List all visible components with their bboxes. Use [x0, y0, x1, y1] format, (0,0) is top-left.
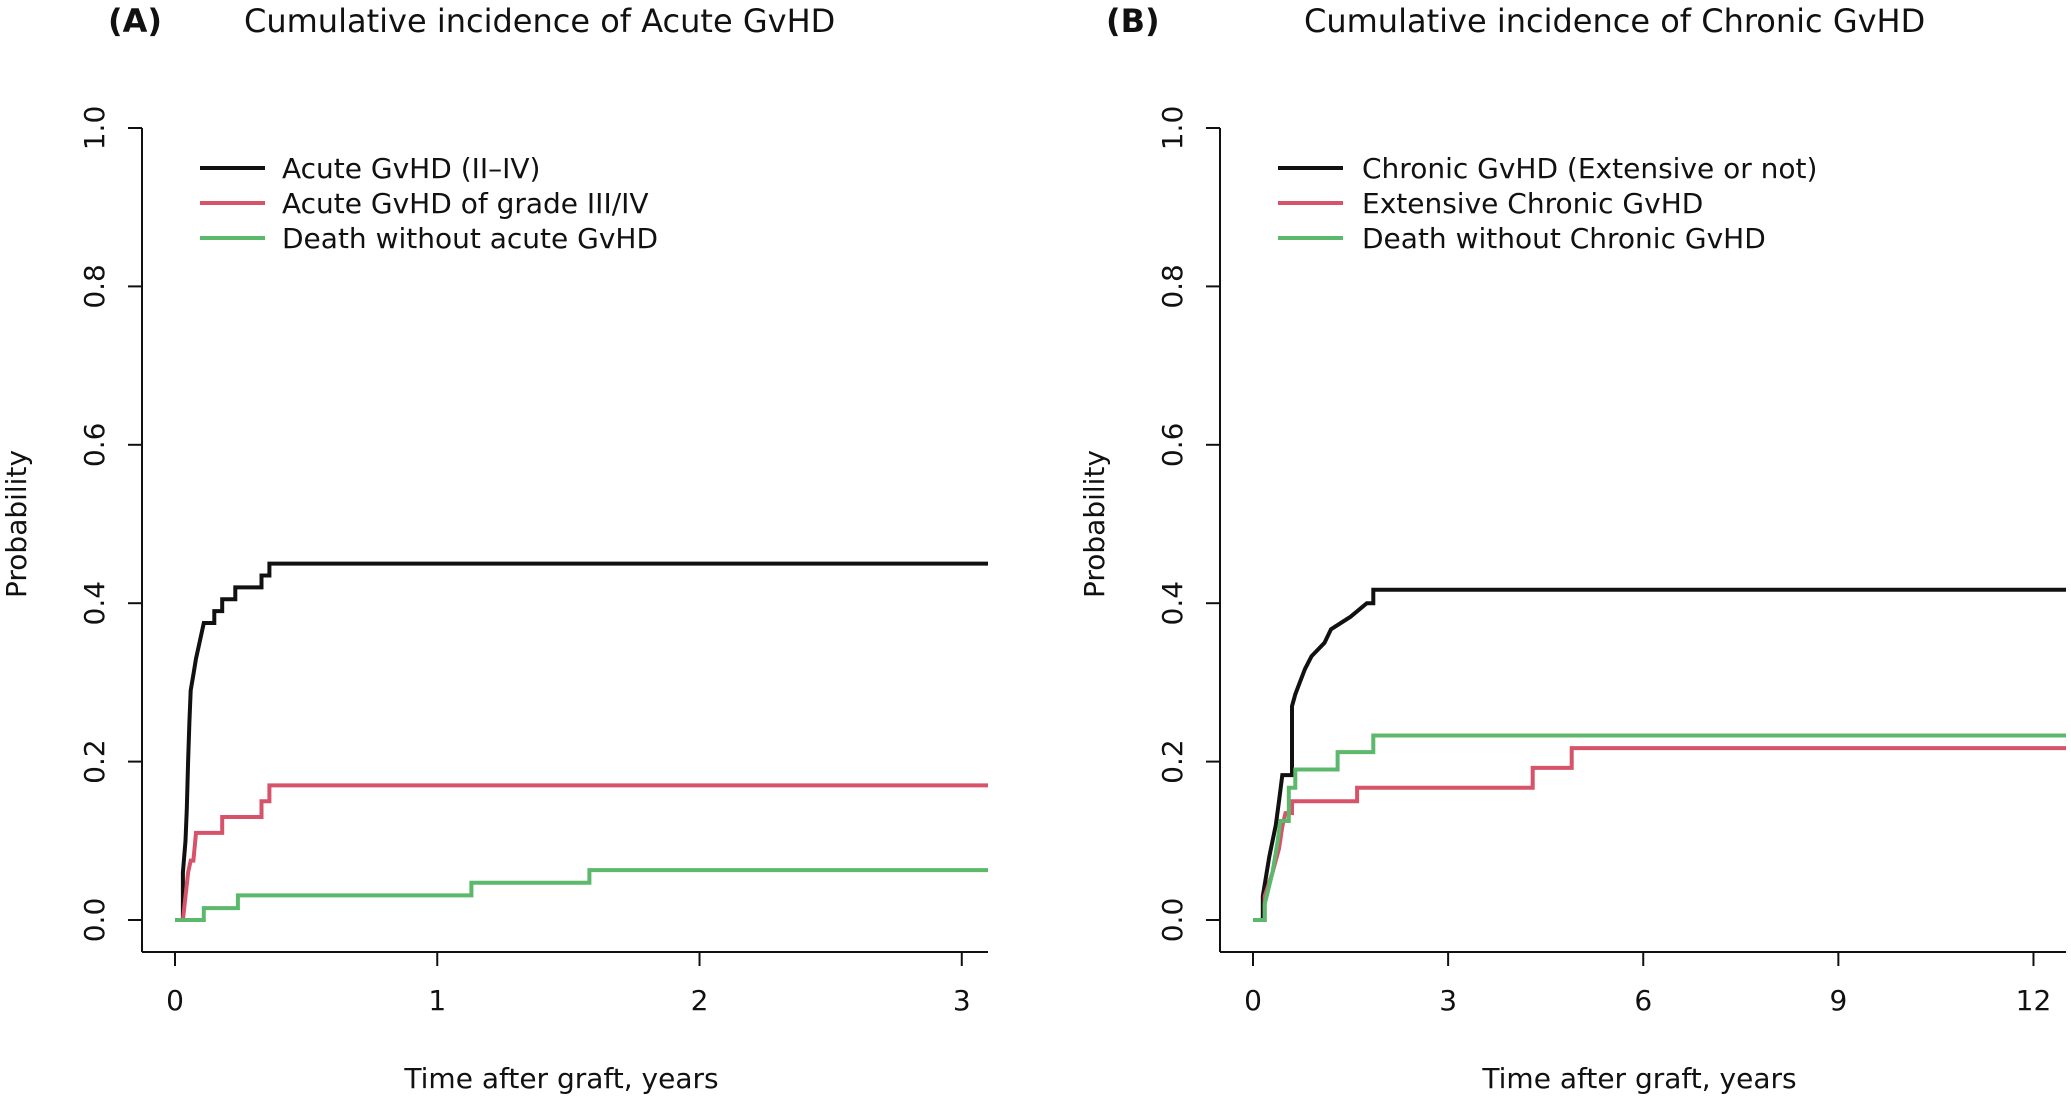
- panel-a: (A) Cumulative incidence of Acute GvHD 0…: [0, 2, 988, 1095]
- legend-label: Extensive Chronic GvHD: [1362, 187, 1703, 220]
- x-axis-title: Time after graft, years: [1481, 1062, 1796, 1095]
- series-line-1: [180, 783, 988, 921]
- legend-label: Death without Chronic GvHD: [1362, 222, 1766, 255]
- y-tick-label: 0.2: [1156, 739, 1189, 784]
- x-tick-label: 12: [2016, 984, 2052, 1017]
- y-tick-label: 0.0: [1156, 898, 1189, 943]
- y-tick-label: 0.2: [78, 739, 111, 784]
- x-tick-label: 1: [428, 984, 446, 1017]
- panel-letter: (A): [108, 2, 162, 40]
- y-tick-label: 0.6: [1156, 423, 1189, 468]
- panel-letter: (B): [1106, 2, 1160, 40]
- x-tick-label: 9: [1829, 984, 1847, 1017]
- y-tick-label: 0.0: [78, 898, 111, 943]
- x-tick-label: 0: [166, 984, 184, 1017]
- legend-label: Chronic GvHD (Extensive or not): [1362, 152, 1817, 185]
- y-axis-title: Probability: [1078, 450, 1111, 598]
- legend-label: Death without acute GvHD: [282, 222, 658, 255]
- legend-label: Acute GvHD of grade III/IV: [282, 187, 649, 220]
- y-tick-label: 0.4: [78, 581, 111, 626]
- y-tick-label: 1.0: [1156, 106, 1189, 151]
- y-tick-label: 0.4: [1156, 581, 1189, 626]
- y-tick-label: 0.6: [78, 423, 111, 468]
- y-tick-label: 0.8: [78, 264, 111, 309]
- panel-title: Cumulative incidence of Chronic GvHD: [1304, 2, 1925, 40]
- x-tick-label: 3: [1439, 984, 1457, 1017]
- x-tick-label: 3: [953, 984, 971, 1017]
- x-tick-label: 0: [1244, 984, 1262, 1017]
- panel-b: (B) Cumulative incidence of Chronic GvHD…: [1078, 2, 2066, 1095]
- series-line-0: [1253, 587, 2066, 922]
- x-tick-label: 2: [691, 984, 709, 1017]
- legend-label: Acute GvHD (II–IV): [282, 152, 540, 185]
- x-tick-label: 6: [1634, 984, 1652, 1017]
- x-axis-title: Time after graft, years: [403, 1062, 718, 1095]
- series-line-1: [1259, 746, 2066, 922]
- y-axis-title: Probability: [0, 450, 33, 598]
- series-line-2: [175, 868, 988, 922]
- plot-area: 0.0 0.2 0.4 0.6 0.8 1.0 0 1 2 3 Time after graft, …: [0, 106, 988, 1095]
- series-line-0: [175, 561, 988, 922]
- plot-area: 0.0 0.2 0.4 0.6 0.8 1.0 0 3 6 9 12 Time after graft…: [1078, 106, 2066, 1095]
- y-tick-label: 1.0: [78, 106, 111, 151]
- series-line-2: [1253, 733, 2066, 922]
- panel-title: Cumulative incidence of Acute GvHD: [244, 2, 835, 40]
- y-tick-label: 0.8: [1156, 264, 1189, 309]
